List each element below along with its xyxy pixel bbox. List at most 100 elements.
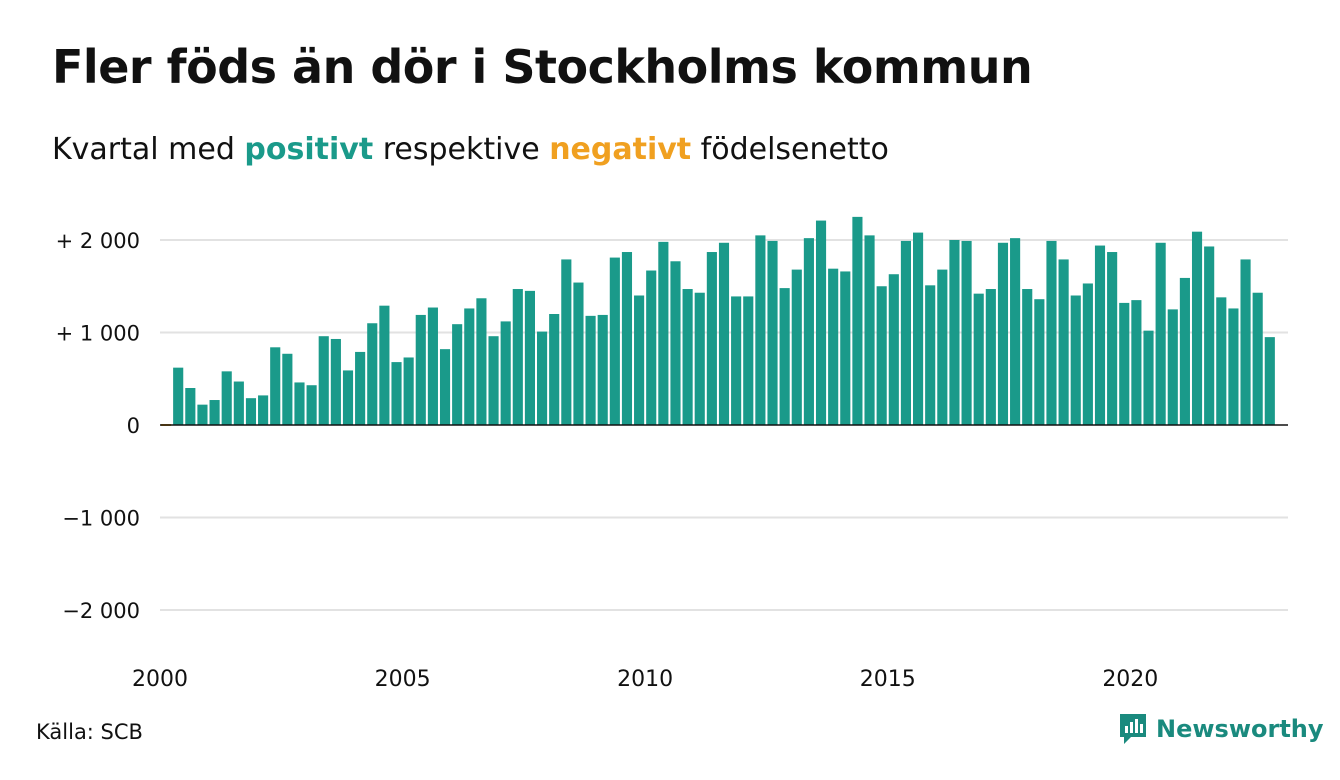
subtitle-negative: negativt [549,132,692,167]
bar [306,385,317,425]
bar [973,293,984,425]
y-tick-label: −1 000 [62,507,140,531]
bar [342,370,354,425]
bar [403,357,414,425]
bar [245,398,257,425]
bar [355,351,366,425]
bar [876,286,887,425]
y-tick-label: −2 000 [62,599,140,623]
x-tick-label: 2020 [1102,667,1158,692]
bar [658,241,669,425]
bar [524,290,535,425]
bar [937,269,948,425]
chart-subtitle: Kvartal med positivt respektive negativt… [52,132,889,167]
bar [185,388,196,425]
newsworthy-chart-icon [1120,714,1146,744]
bar [391,362,402,425]
bar [913,232,924,425]
bar [330,338,341,425]
bar [803,238,814,425]
y-tick-label: + 2 000 [56,229,140,253]
bar [367,323,378,425]
bar [1058,259,1069,425]
bar [997,242,1009,425]
bar [1094,245,1106,425]
bar [1070,295,1081,425]
bar [173,367,184,425]
bar [1010,238,1021,425]
bar [1034,299,1045,425]
bar [755,235,766,425]
bar [634,295,645,425]
bar [852,216,863,425]
bar [609,257,620,425]
bar [706,252,717,425]
bar [258,395,269,425]
bar [1082,283,1093,425]
brand-name: Newsworthy [1156,715,1324,743]
bar [512,289,523,425]
bar [294,382,305,425]
bar [961,240,972,425]
bar [597,314,608,425]
chart-title: Fler föds än dör i Stockholms kommun [52,40,1033,94]
bar [1119,302,1130,425]
x-tick-label: 2005 [375,667,431,692]
bar [743,296,754,425]
bar [682,289,693,425]
bar [1143,330,1154,425]
bars [161,216,1275,426]
y-axis: + 2 000 + 1 000 0 −1 000 −2 000 [56,229,140,623]
bar [900,240,911,425]
subtitle-prefix: Kvartal med [52,132,245,167]
bar [1155,242,1166,425]
bar [1022,289,1033,425]
bar [561,259,572,425]
bar [464,308,475,425]
bar [1046,240,1057,425]
bar [985,289,996,425]
x-tick-label: 2000 [132,667,188,692]
bar [925,285,936,425]
bar [209,400,220,425]
bar [379,305,390,425]
bar [828,268,839,425]
subtitle-middle: respektive [373,132,550,167]
source-label: Källa: SCB [36,720,143,744]
bar [1179,277,1190,425]
subtitle-positive: positivt [244,132,374,167]
bar [815,220,827,425]
newsworthy-logo: Newsworthy [1118,712,1324,746]
bar [694,292,705,425]
bar [221,371,232,425]
bar [427,307,438,425]
bar [452,324,463,425]
bar [767,240,778,425]
bar [1167,309,1178,425]
bar [1264,337,1275,425]
bar [670,261,681,425]
bar [585,315,596,425]
bar [573,282,584,425]
bar [864,235,875,425]
y-tick-label: + 1 000 [56,322,140,346]
x-axis: 2000 2005 2010 2015 2020 [132,667,1158,692]
bar [840,271,851,425]
bar [1131,300,1142,425]
bar [270,347,281,425]
bar [415,314,426,425]
bar [1204,246,1215,425]
bar [646,270,657,425]
bar [488,336,499,425]
bar [537,331,548,425]
bar [233,381,244,425]
x-tick-label: 2010 [617,667,673,692]
bar [439,349,451,425]
bar [1107,252,1118,425]
bar [500,321,511,425]
bar [779,288,790,425]
bar [197,404,208,425]
bar [1252,292,1263,425]
bar [621,252,633,425]
